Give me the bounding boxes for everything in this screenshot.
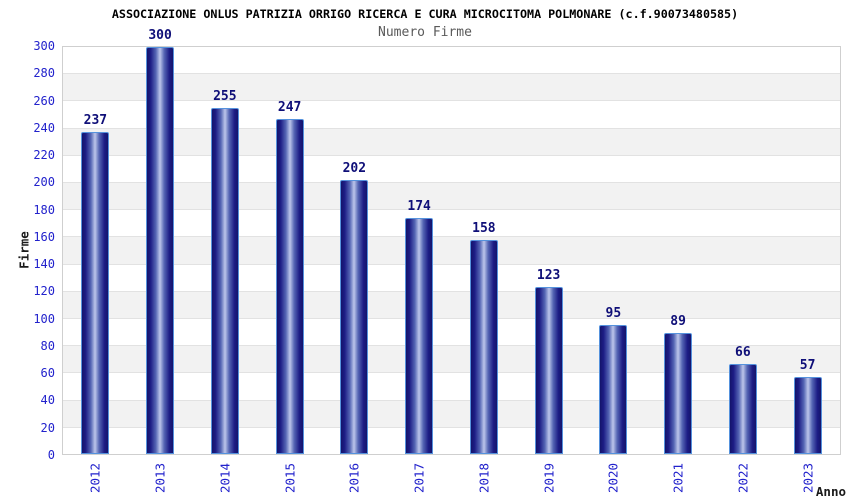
y-tick-label: 0 — [47, 448, 55, 462]
bar-value-label: 89 — [670, 314, 686, 330]
bar-slot: 57 — [775, 47, 840, 454]
bar-value-label: 237 — [83, 113, 108, 129]
y-tick-label: 80 — [40, 338, 55, 353]
plot-band — [63, 399, 840, 427]
x-tick-label: 2018 — [476, 462, 492, 494]
x-tick-label: 2021 — [670, 462, 686, 494]
bar-slot: 247 — [257, 47, 322, 454]
y-tick-label: 120 — [33, 284, 55, 299]
bar-value-label: 95 — [605, 306, 622, 322]
bar-value-label: 247 — [277, 99, 302, 115]
bar-slot: 95 — [581, 47, 646, 454]
plot-band — [63, 47, 840, 74]
plot-band — [63, 263, 840, 291]
y-tick-label: 40 — [40, 393, 55, 408]
bar-value-label: 158 — [472, 220, 496, 236]
bar-value-label: 300 — [148, 28, 172, 43]
y-tick-label: 20 — [40, 420, 55, 435]
plot-band — [63, 73, 840, 101]
y-tick-label: 60 — [40, 366, 55, 381]
y-tick-label: 140 — [33, 257, 55, 272]
bar-2017 — [405, 217, 434, 454]
bar-slot: 300 — [128, 28, 193, 454]
y-tick-label: 300 — [33, 39, 55, 53]
bar-2014 — [210, 108, 239, 454]
bar-value-label: 255 — [213, 89, 237, 105]
bar-slot: 66 — [711, 47, 776, 454]
bar-value-label: 123 — [536, 268, 561, 284]
plot-band — [63, 236, 840, 264]
bar-2023 — [793, 376, 822, 454]
x-tick-label: 2023 — [800, 462, 816, 494]
bar-2015 — [275, 118, 304, 454]
bar-slot: 158 — [452, 47, 517, 454]
x-tick-label: 2016 — [346, 462, 362, 494]
bar-2018 — [469, 239, 498, 454]
y-tick-label: 280 — [33, 66, 55, 81]
bar-2012 — [81, 132, 110, 454]
chart-title: ASSOCIAZIONE ONLUS PATRIZIA ORRIGO RICER… — [111, 7, 739, 21]
bar-slot: 202 — [322, 47, 387, 454]
bar-2022 — [728, 364, 757, 454]
bar-2013 — [146, 47, 175, 454]
plot-band — [63, 426, 840, 454]
bar-2019 — [534, 287, 563, 454]
bars-layer: 237 300 255 247 202 174 158 123 95 89 66 57 — [63, 28, 840, 454]
x-tick-label: 2012 — [87, 462, 103, 494]
bar-slot: 174 — [387, 47, 452, 454]
plot-band — [63, 100, 840, 128]
plot-band — [63, 127, 840, 155]
y-tick-label: 180 — [33, 202, 55, 217]
bar-2020 — [599, 325, 628, 454]
bar-value-label: 57 — [799, 357, 816, 373]
y-tick-label: 260 — [33, 93, 55, 108]
x-tick-label: 2013 — [152, 462, 168, 494]
bar-slot: 89 — [646, 47, 711, 454]
plot-band — [63, 318, 840, 346]
x-tick-label: 2017 — [411, 462, 427, 494]
gridline-bands — [63, 47, 840, 454]
chart-subtitle: Numero Firme — [378, 25, 472, 40]
x-tick-label: 2022 — [735, 462, 751, 494]
plot-band — [63, 182, 840, 210]
y-tick-label: 240 — [33, 120, 55, 135]
plot-band — [63, 290, 840, 319]
y-tick-label: 200 — [33, 175, 55, 190]
bar-slot: 255 — [192, 47, 257, 454]
plot-area: 237 300 255 247 202 174 158 123 95 89 66 57 — [62, 28, 841, 455]
plot-band — [63, 345, 840, 373]
bar-2021 — [664, 333, 693, 454]
plot-band — [63, 372, 840, 400]
y-tick-label: 100 — [33, 311, 55, 326]
x-tick-label: 2020 — [605, 462, 621, 494]
bar-value-label: 202 — [342, 160, 367, 176]
bar-2016 — [340, 179, 369, 454]
x-axis-title: Anno — [815, 484, 846, 499]
plot-band — [63, 209, 840, 237]
y-axis-title: Firme — [16, 231, 32, 269]
bar-slot: 237 — [63, 47, 128, 454]
bar-value-label: 66 — [735, 345, 751, 361]
y-tick-label: 220 — [33, 148, 55, 163]
x-tick-label: 2015 — [282, 462, 298, 494]
plot-band — [63, 154, 840, 183]
x-tick-label: 2019 — [541, 462, 557, 494]
bar-slot: 123 — [516, 47, 581, 454]
y-tick-label: 160 — [33, 229, 55, 244]
bar-value-label: 174 — [407, 198, 431, 214]
x-tick-label: 2014 — [217, 462, 233, 494]
